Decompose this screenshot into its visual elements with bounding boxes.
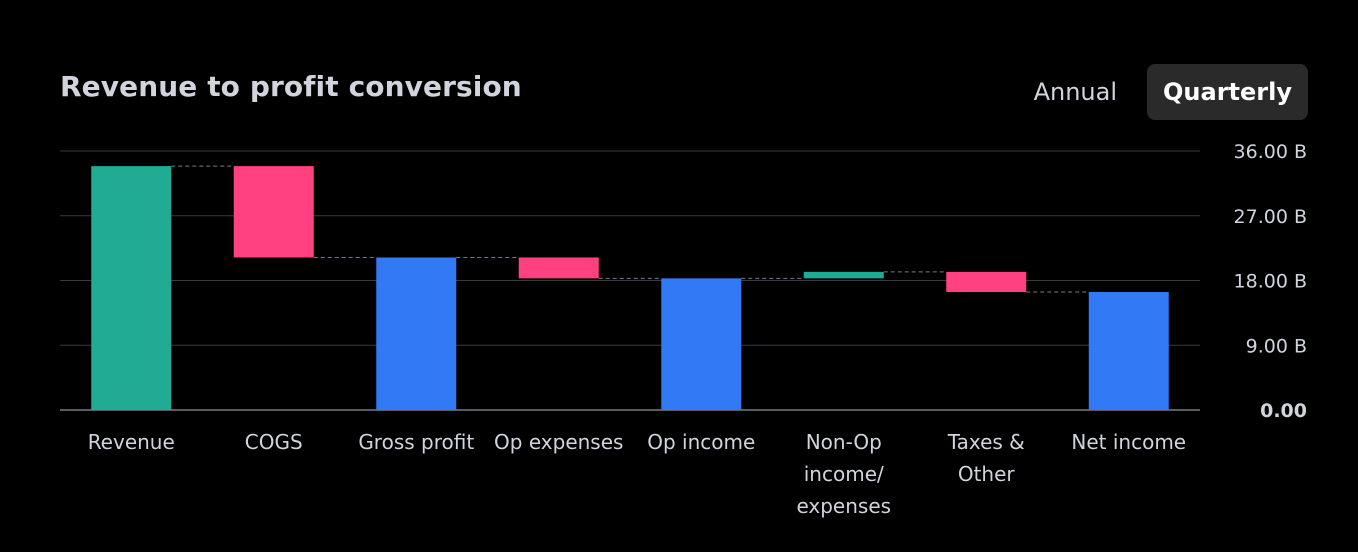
grid-lines [60,150,1200,411]
y-tick-label: 27.00 B [1234,206,1307,228]
bar-non-op-income-expenses[interactable] [803,271,884,279]
period-toggle: Annual Quarterly [1018,64,1308,120]
y-tick-label: 36.00 B [1234,141,1307,163]
bar-op-expenses[interactable] [518,257,599,279]
x-category-label: COGS [245,430,303,454]
x-category-label: Non-Op income/expenses [796,430,891,518]
bar-taxes-other[interactable] [946,271,1027,293]
bar-cogs[interactable] [233,166,314,258]
bars [91,166,1169,410]
x-category-label: Gross profit [358,430,474,454]
y-tick-label: 0.00 [1260,400,1307,422]
bar-op-income[interactable] [661,278,742,410]
x-category-label: Taxes & Other [947,430,1025,486]
x-category-label: Op income [647,430,755,454]
y-axis-labels: 0.00 9.00 B 18.00 B 27.00 B 36.00 B [1234,141,1307,422]
chart-title: Revenue to profit conversion [60,70,522,103]
quarterly-toggle-button[interactable]: Quarterly [1147,64,1308,120]
y-tick-label: 18.00 B [1234,271,1307,293]
bar-gross-profit[interactable] [376,257,457,410]
x-category-label: Revenue [88,430,175,454]
connector-lines [171,165,1089,293]
annual-toggle-button[interactable]: Annual [1033,78,1118,106]
bar-revenue[interactable] [91,166,172,410]
x-axis-labels: Revenue COGS Gross profit Op expenses Op inc… [88,430,1186,518]
y-tick-label: 9.00 B [1246,335,1307,357]
x-category-label: Net income [1071,430,1186,454]
x-category-label: Op expenses [494,430,623,454]
bar-net-income[interactable] [1088,292,1169,410]
